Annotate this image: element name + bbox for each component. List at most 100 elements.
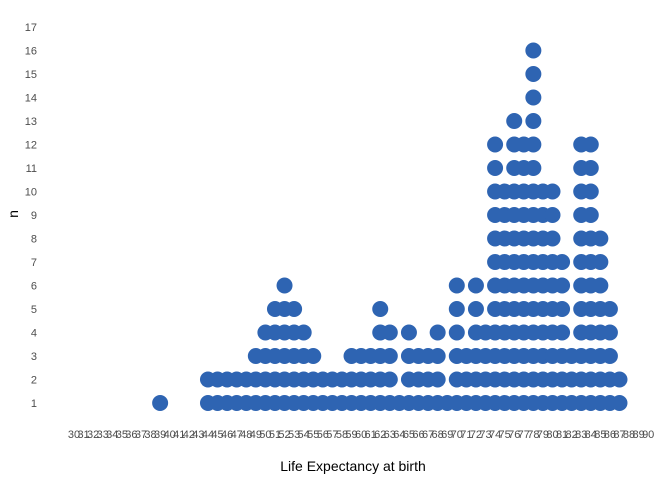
data-dot xyxy=(152,395,169,411)
data-dot xyxy=(554,277,571,294)
x-tick-label: 51 xyxy=(269,429,281,441)
x-tick-label: 39 xyxy=(154,429,166,441)
dots xyxy=(152,42,628,411)
data-dot xyxy=(381,371,398,388)
x-tick-label: 37 xyxy=(135,429,147,441)
data-dot xyxy=(448,324,465,341)
x-tick-label: 56 xyxy=(317,429,329,441)
data-dot xyxy=(448,277,465,294)
x-tick-label: 79 xyxy=(537,429,549,441)
data-dot xyxy=(429,348,446,364)
data-dot xyxy=(286,301,303,317)
x-tick-label: 35 xyxy=(116,429,128,441)
y-tick-label: 7 xyxy=(31,257,37,269)
data-dot xyxy=(381,324,398,341)
x-tick-label: 71 xyxy=(460,429,472,441)
x-tick-label: 67 xyxy=(422,429,434,441)
x-tick-label: 46 xyxy=(221,429,233,441)
x-tick-label: 59 xyxy=(345,429,357,441)
x-tick-label: 50 xyxy=(259,429,271,441)
data-dot xyxy=(305,348,322,364)
x-axis-ticks: 3031323334353637383940414243444546474849… xyxy=(68,429,654,441)
y-tick-label: 9 xyxy=(31,210,37,222)
x-tick-label: 44 xyxy=(202,429,214,441)
data-dot xyxy=(487,160,504,176)
x-tick-label: 68 xyxy=(432,429,444,441)
data-dot xyxy=(544,183,561,200)
x-tick-label: 48 xyxy=(240,429,252,441)
data-dot xyxy=(506,113,523,129)
x-tick-label: 66 xyxy=(412,429,424,441)
x-tick-label: 38 xyxy=(144,429,156,441)
x-tick-label: 61 xyxy=(365,429,377,441)
x-tick-label: 90 xyxy=(642,429,654,441)
data-dot xyxy=(544,230,561,247)
y-tick-label: 4 xyxy=(31,328,37,340)
y-tick-label: 10 xyxy=(25,187,37,199)
x-tick-label: 41 xyxy=(173,429,185,441)
x-tick-label: 53 xyxy=(288,429,300,441)
x-tick-label: 64 xyxy=(393,429,405,441)
x-tick-label: 65 xyxy=(403,429,415,441)
x-tick-label: 63 xyxy=(384,429,396,441)
x-tick-label: 89 xyxy=(633,429,645,441)
data-dot xyxy=(592,277,609,294)
data-dot xyxy=(611,371,628,388)
data-dot xyxy=(429,371,446,388)
x-tick-label: 70 xyxy=(451,429,463,441)
data-dot xyxy=(582,136,599,153)
data-dot xyxy=(372,301,389,317)
y-tick-label: 3 xyxy=(31,351,37,363)
data-dot xyxy=(525,89,542,106)
x-tick-label: 80 xyxy=(546,429,558,441)
data-dot xyxy=(295,324,312,341)
x-tick-label: 62 xyxy=(374,429,386,441)
x-tick-label: 33 xyxy=(97,429,109,441)
x-tick-label: 57 xyxy=(326,429,338,441)
x-tick-label: 75 xyxy=(499,429,511,441)
data-dot xyxy=(544,207,561,223)
data-dot xyxy=(525,160,542,176)
x-tick-label: 30 xyxy=(68,429,80,441)
data-dot xyxy=(381,348,398,364)
y-tick-label: 14 xyxy=(25,93,37,105)
y-tick-label: 1 xyxy=(31,398,37,410)
data-dot xyxy=(487,136,504,153)
x-tick-label: 73 xyxy=(479,429,491,441)
data-dot xyxy=(592,230,609,247)
x-tick-label: 69 xyxy=(441,429,453,441)
y-tick-label: 17 xyxy=(25,22,37,34)
x-tick-label: 77 xyxy=(518,429,530,441)
y-axis-title: n xyxy=(5,210,21,218)
data-dot xyxy=(467,301,484,317)
x-tick-label: 78 xyxy=(527,429,539,441)
data-dot xyxy=(554,324,571,341)
x-tick-label: 49 xyxy=(250,429,262,441)
y-tick-label: 11 xyxy=(26,163,37,175)
x-tick-label: 60 xyxy=(355,429,367,441)
x-tick-label: 84 xyxy=(585,429,597,441)
x-tick-label: 82 xyxy=(566,429,578,441)
y-tick-label: 15 xyxy=(25,69,37,81)
data-dot xyxy=(554,301,571,317)
x-tick-label: 54 xyxy=(298,429,310,441)
y-tick-label: 13 xyxy=(25,116,37,128)
x-tick-label: 76 xyxy=(508,429,520,441)
data-dot xyxy=(276,277,293,294)
x-tick-label: 58 xyxy=(336,429,348,441)
x-tick-label: 31 xyxy=(77,429,89,441)
data-dot xyxy=(582,207,599,223)
data-dot xyxy=(592,254,609,270)
x-tick-label: 55 xyxy=(307,429,319,441)
x-tick-label: 81 xyxy=(556,429,568,441)
x-tick-label: 43 xyxy=(192,429,204,441)
data-dot xyxy=(582,183,599,200)
x-tick-label: 72 xyxy=(470,429,482,441)
y-tick-label: 5 xyxy=(31,304,37,316)
y-tick-label: 6 xyxy=(31,281,37,293)
x-tick-label: 52 xyxy=(278,429,290,441)
data-dot xyxy=(554,254,571,270)
data-dot xyxy=(448,301,465,317)
